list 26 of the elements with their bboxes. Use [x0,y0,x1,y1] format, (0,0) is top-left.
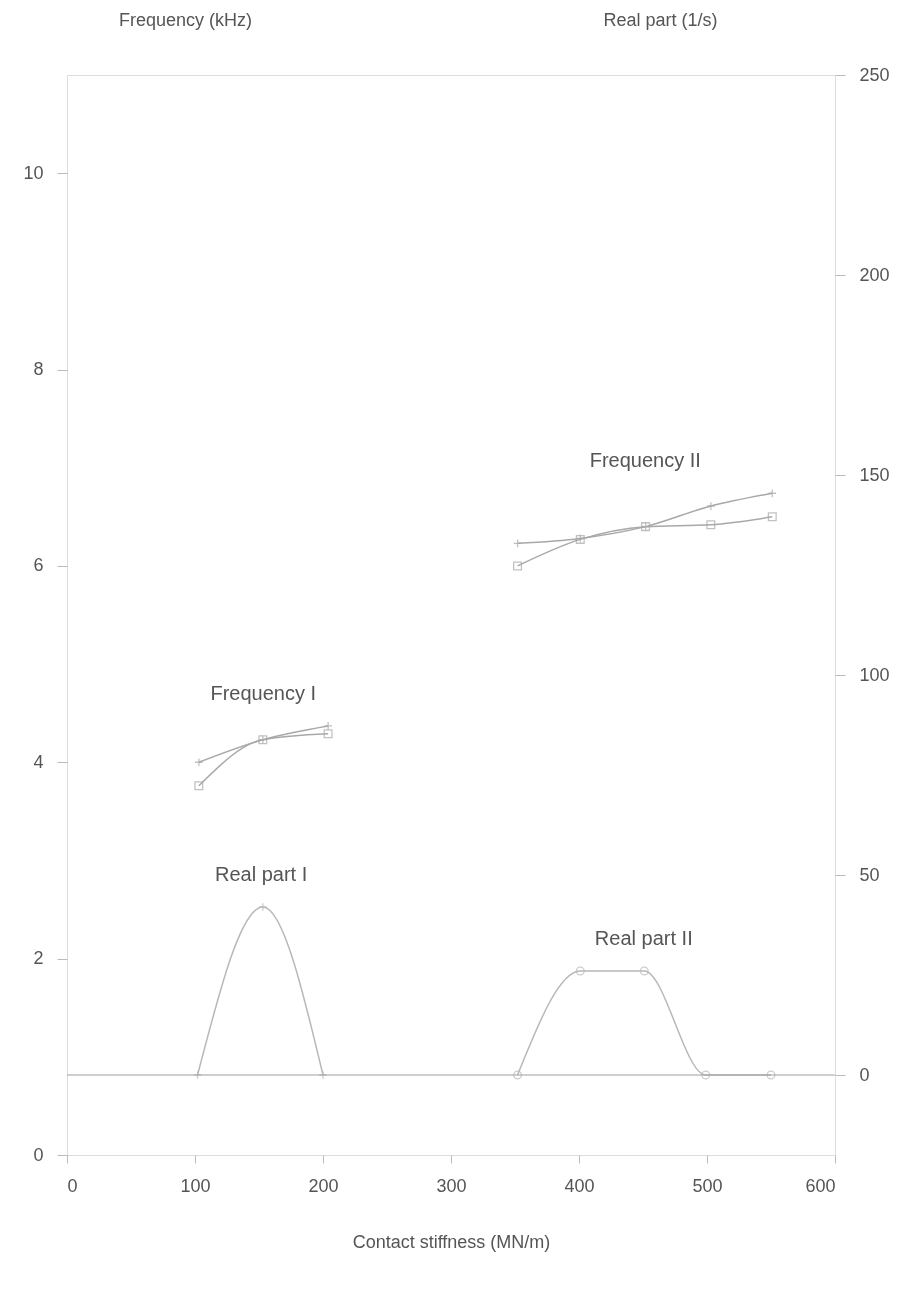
y-tick-label: 6 [33,555,44,576]
x-tick-label: 400 [564,1175,595,1196]
y-axis-title: Frequency (kHz) [118,9,253,30]
x-tick-label: 200 [308,1175,339,1196]
y-tick-label: 0 [33,1144,44,1165]
series-label: Real part II [594,927,693,949]
y2-tick-label: 250 [859,64,890,85]
x-axis-title: Contact stiffness (MN/m) [352,1231,551,1252]
series-label: Frequency II [589,449,701,472]
x-tick-label: 100 [180,1175,211,1196]
y-tick-label: 2 [33,948,44,969]
x-tick-label: 500 [692,1175,723,1196]
y-tick-label: 4 [33,751,44,772]
series-label: Frequency I [210,681,317,704]
x-tick-label: 0 [67,1175,78,1196]
y2-tick-label: 100 [859,664,890,685]
x-tick-label: 300 [436,1175,467,1196]
y-tick-label: 10 [23,162,44,183]
x-tick-label: 600 [805,1175,836,1196]
y2-tick-label: 200 [859,264,890,285]
y2-tick-label: 150 [859,464,890,485]
y-tick-label: 8 [33,359,44,380]
y2-tick-label: 0 [859,1064,870,1085]
y2-tick-label: 50 [859,864,880,885]
y2-axis-title: Real part (1/s) [603,9,718,30]
series-label: Real part I [215,863,308,885]
